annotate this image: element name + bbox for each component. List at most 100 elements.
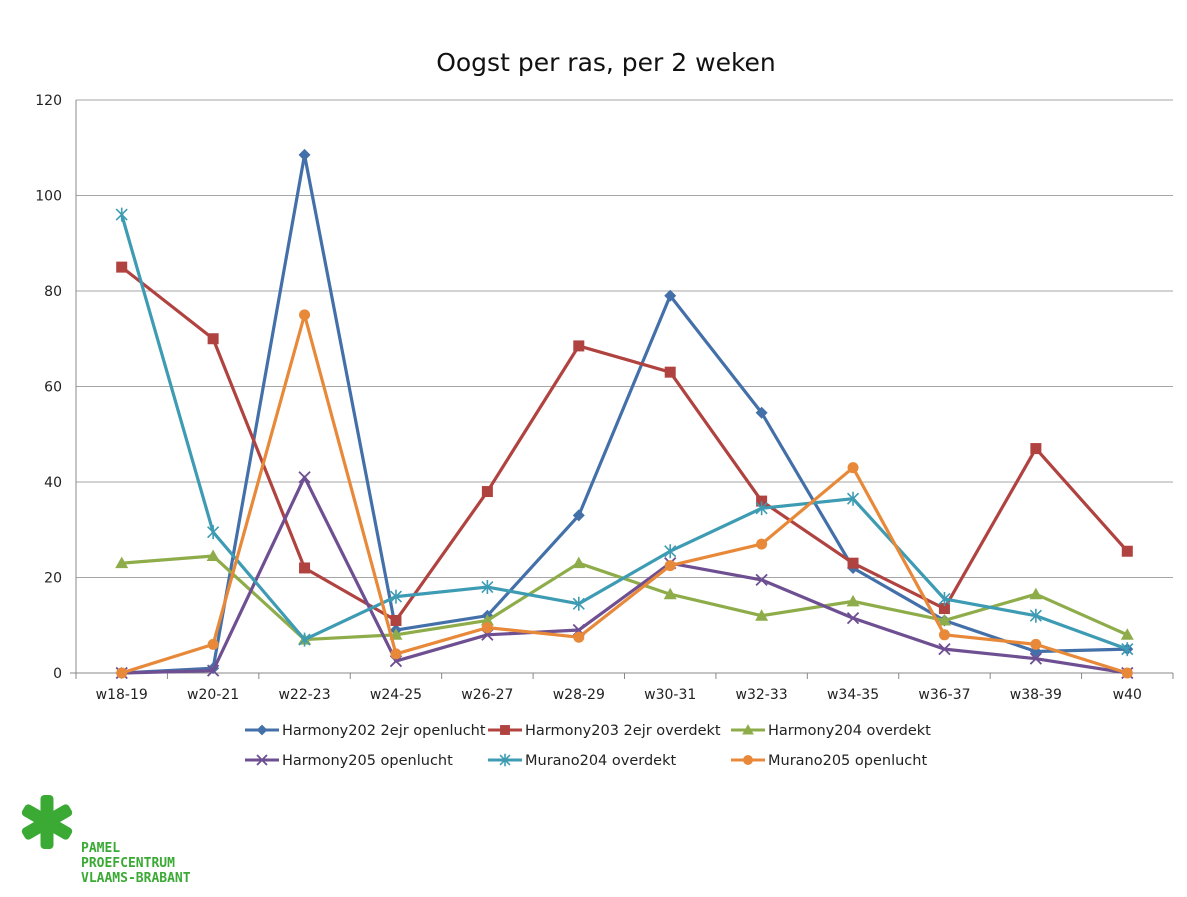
legend-label: Harmony202 2ejr openlucht	[282, 723, 486, 739]
data-point	[256, 724, 268, 736]
data-point	[206, 549, 220, 562]
data-point	[1121, 642, 1134, 657]
data-point	[743, 755, 753, 765]
x-axis: w18-19 w20-21 w22-23 w24-25 w26-27 w28-29 w30-…	[75, 673, 1174, 703]
logo-line-1: PAMEL	[81, 841, 120, 856]
data-point	[481, 580, 494, 595]
x-tick-label: w18-19	[96, 687, 148, 703]
data-point	[206, 664, 220, 677]
data-point	[756, 538, 768, 550]
series-murano205-openlucht	[116, 309, 1133, 679]
data-point	[481, 622, 493, 634]
x-tick-label: w24-25	[370, 687, 422, 703]
logo-line-2: PROEFCENTRUM	[81, 856, 175, 871]
data-point	[938, 629, 950, 641]
data-point	[664, 289, 677, 302]
legend-label: Murano205 openlucht	[768, 753, 927, 769]
x-tick-label: w36-37	[918, 687, 970, 703]
data-point	[938, 603, 950, 615]
series-line	[121, 153, 1128, 675]
data-point	[499, 753, 511, 767]
data-point	[1029, 608, 1042, 623]
data-point	[207, 333, 219, 345]
y-tick-label: 120	[35, 93, 62, 109]
x-tick-label: w40	[1113, 687, 1142, 703]
data-point	[299, 562, 311, 574]
data-point	[116, 667, 128, 679]
grid-lines	[76, 99, 1173, 674]
data-point	[299, 309, 311, 321]
data-point	[938, 591, 951, 606]
data-point	[1029, 587, 1043, 600]
data-point	[742, 724, 754, 735]
legend-item: Harmony202 2ejr openlucht	[245, 723, 486, 739]
x-tick-label: w38-39	[1010, 687, 1062, 703]
logo-line-3: VLAAMS-BRABANT	[81, 871, 191, 886]
legend-label: Harmony203 2ejr overdekt	[525, 723, 721, 739]
data-point	[1121, 545, 1133, 557]
data-point	[298, 471, 311, 484]
chart-title: Oogst per ras, per 2 weken	[436, 48, 776, 77]
y-tick-label: 0	[53, 666, 62, 682]
legend-label: Harmony204 overdekt	[768, 723, 931, 739]
data-point	[1030, 638, 1042, 650]
data-point	[480, 613, 494, 626]
data-point	[256, 754, 268, 766]
data-point	[846, 611, 860, 625]
data-point	[390, 614, 402, 626]
data-point	[847, 462, 859, 474]
y-tick-label: 60	[44, 380, 62, 396]
data-point	[298, 632, 311, 647]
data-point	[572, 556, 586, 569]
x-tick-label: w22-23	[278, 687, 330, 703]
legend-item: Murano204 overdekt	[488, 753, 676, 769]
x-tick-label: w28-29	[553, 687, 605, 703]
data-point	[481, 486, 493, 498]
legend-item: Murano205 openlucht	[731, 753, 927, 769]
series-line	[121, 475, 1128, 675]
legend-item: Harmony205 openlucht	[245, 753, 453, 769]
data-point	[756, 495, 768, 507]
data-point	[572, 596, 585, 611]
series-harmony203-2ejr-overdekt	[116, 261, 1133, 626]
y-tick-label: 80	[44, 284, 62, 300]
data-point	[1121, 667, 1133, 679]
series-line	[120, 214, 1128, 651]
series-harmony205-openlucht	[115, 471, 1134, 680]
series-group	[115, 148, 1134, 680]
data-point	[116, 261, 128, 273]
data-point	[1120, 628, 1134, 640]
data-point	[115, 556, 129, 569]
data-point	[1030, 443, 1042, 455]
data-point	[1029, 652, 1043, 665]
series-line	[121, 313, 1128, 675]
legend-item: Harmony203 2ejr overdekt	[488, 723, 721, 739]
data-point	[573, 631, 585, 643]
x-tick-label: w26-27	[461, 687, 513, 703]
data-point	[755, 406, 768, 419]
legend-item: Harmony204 overdekt	[731, 723, 931, 739]
data-point	[664, 560, 676, 572]
y-tick-label: 100	[35, 189, 62, 205]
x-tick-label: w32-33	[736, 687, 788, 703]
data-point	[207, 638, 219, 650]
data-point	[390, 648, 402, 660]
data-point	[755, 609, 769, 621]
data-point	[207, 525, 220, 540]
y-tick-label: 40	[44, 475, 62, 491]
series-line	[120, 265, 1129, 623]
y-tick-label: 20	[44, 571, 62, 587]
pamel-logo: PAMEL PROEFCENTRUM VLAAMS-BRABANT	[21, 795, 191, 886]
data-point	[389, 589, 403, 604]
data-point	[573, 340, 585, 352]
asterisk-logo-icon	[21, 795, 73, 849]
data-point	[572, 509, 585, 522]
legend-label: Murano204 overdekt	[525, 753, 676, 769]
data-point	[755, 573, 768, 587]
data-point	[663, 587, 677, 600]
legend: Harmony202 2ejr openlucht Harmony203 2ejr…	[245, 723, 931, 769]
data-point	[847, 557, 859, 569]
data-point	[755, 501, 768, 516]
y-axis: 0 20 40 60 80 100 120	[35, 93, 77, 682]
